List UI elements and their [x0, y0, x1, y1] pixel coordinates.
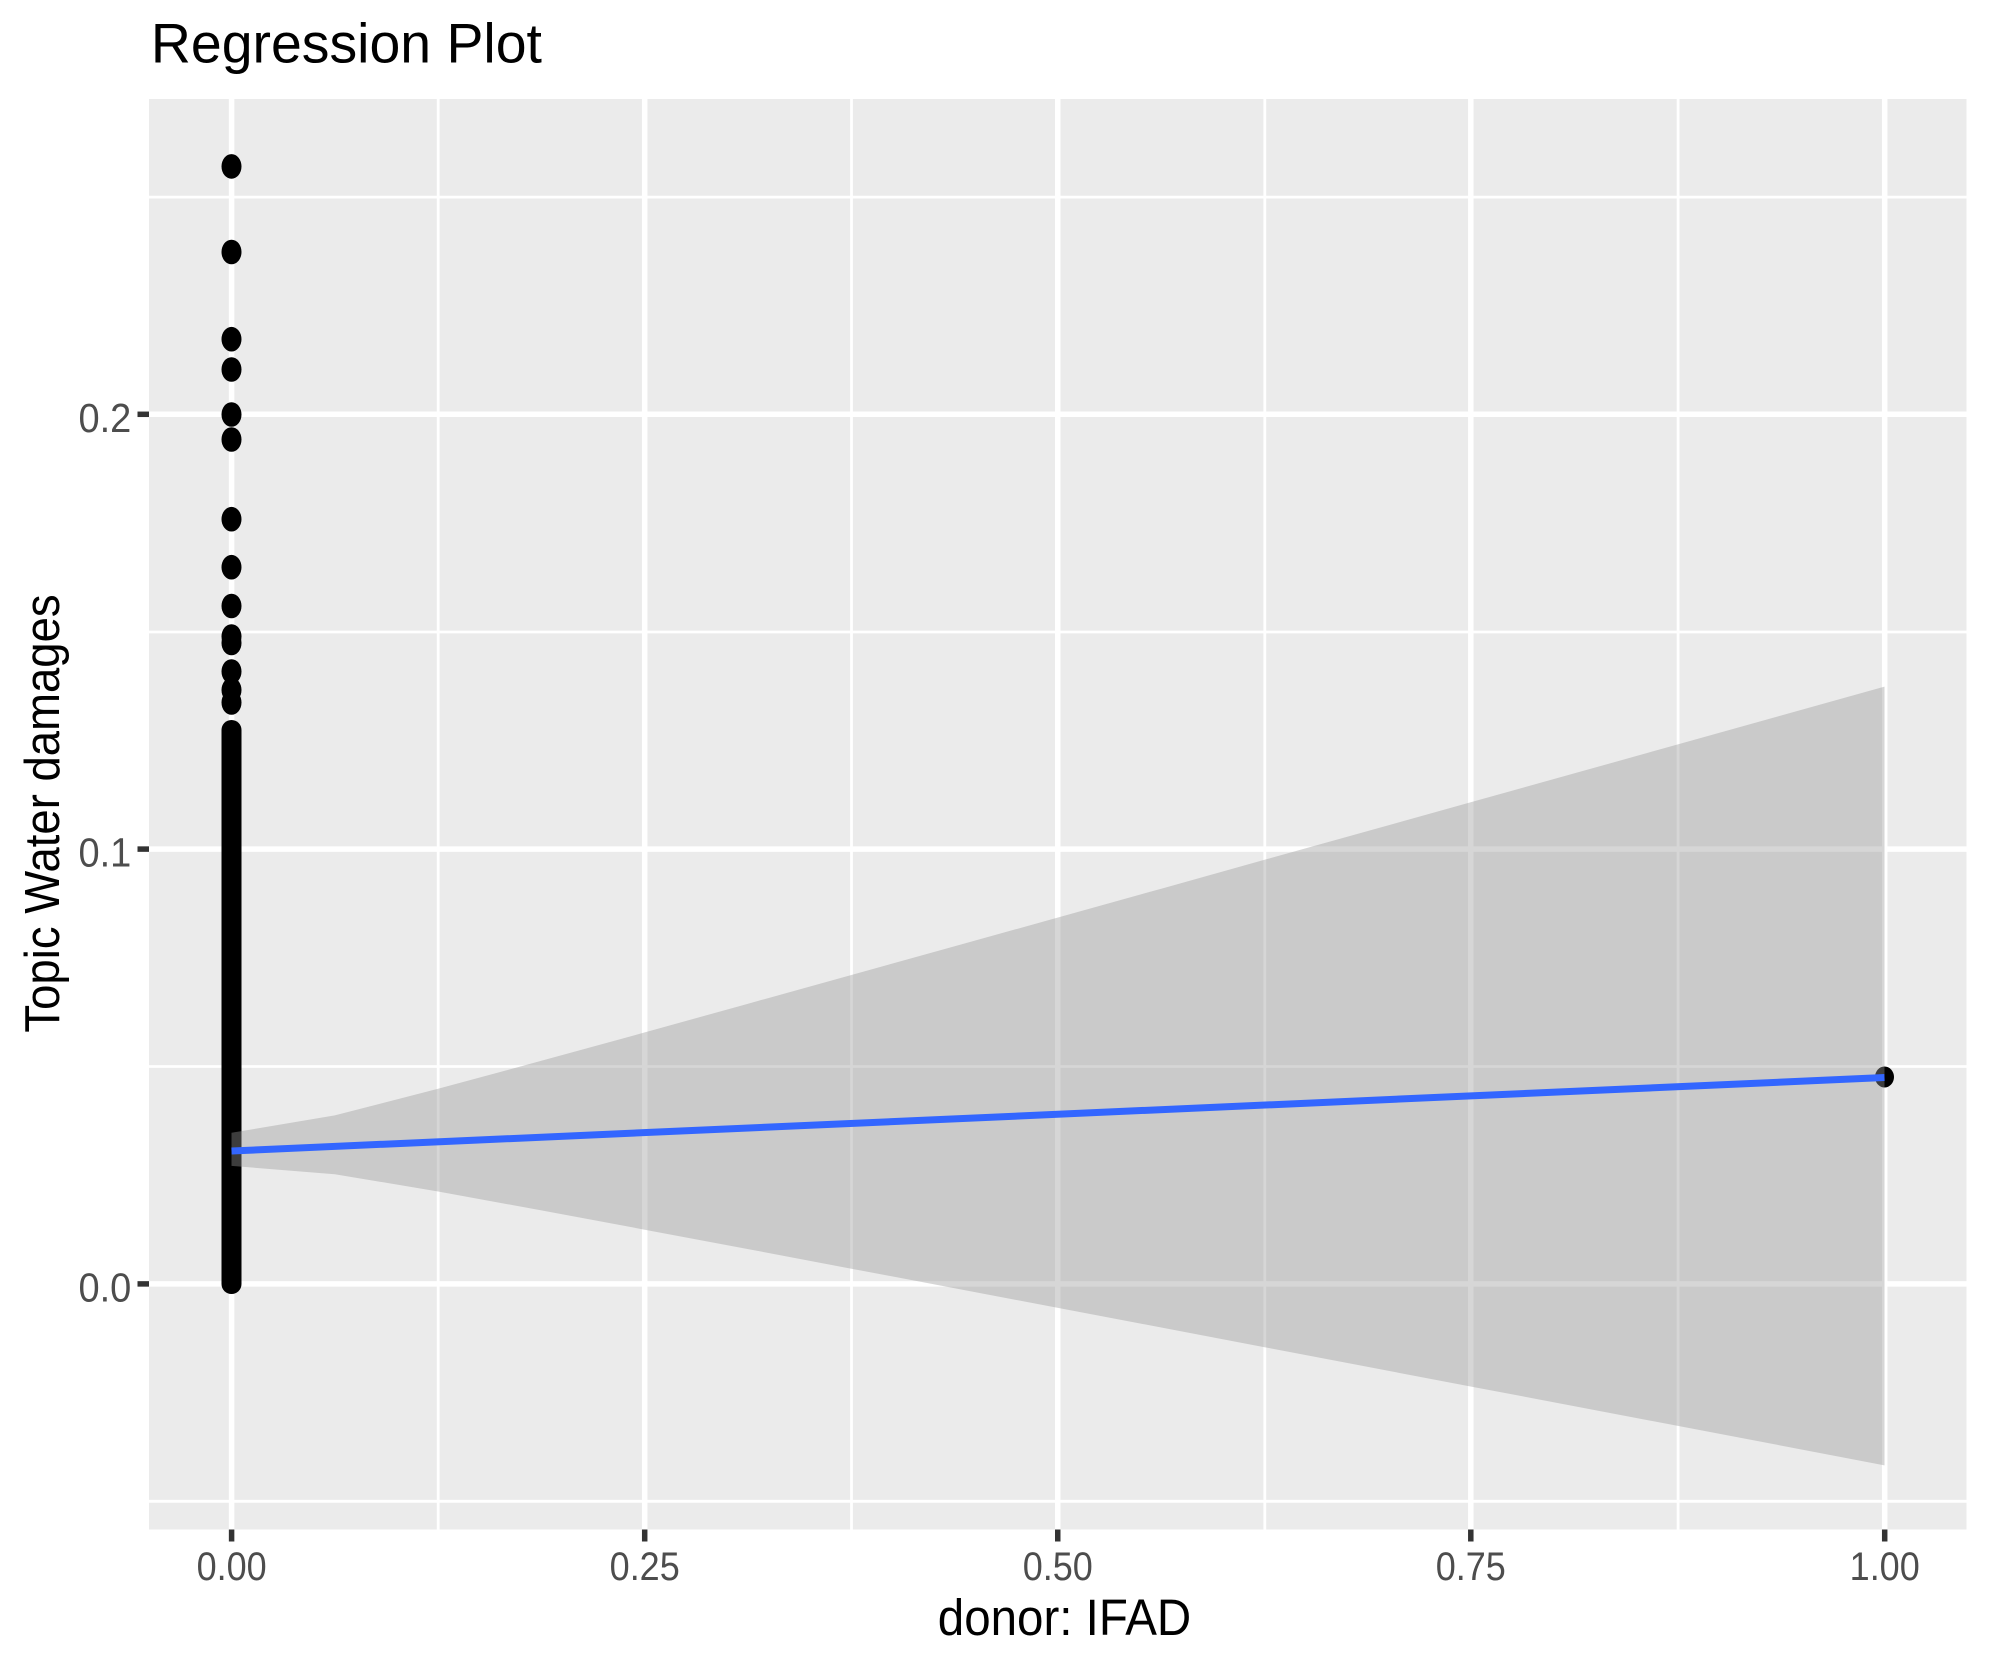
svg-text:Regression Plot: Regression Plot [151, 12, 542, 74]
svg-text:Topic Water damages: Topic Water damages [15, 594, 70, 1032]
svg-text:0.2: 0.2 [78, 395, 131, 441]
svg-text:0.75: 0.75 [1436, 1544, 1506, 1589]
svg-text:0.25: 0.25 [610, 1544, 680, 1589]
svg-text:0.1: 0.1 [78, 830, 131, 876]
svg-text:1.00: 1.00 [1850, 1544, 1920, 1589]
svg-text:donor: IFAD: donor: IFAD [938, 1589, 1191, 1646]
svg-text:0.00: 0.00 [197, 1544, 267, 1589]
svg-text:0.50: 0.50 [1023, 1544, 1093, 1589]
svg-text:0.0: 0.0 [78, 1265, 131, 1311]
